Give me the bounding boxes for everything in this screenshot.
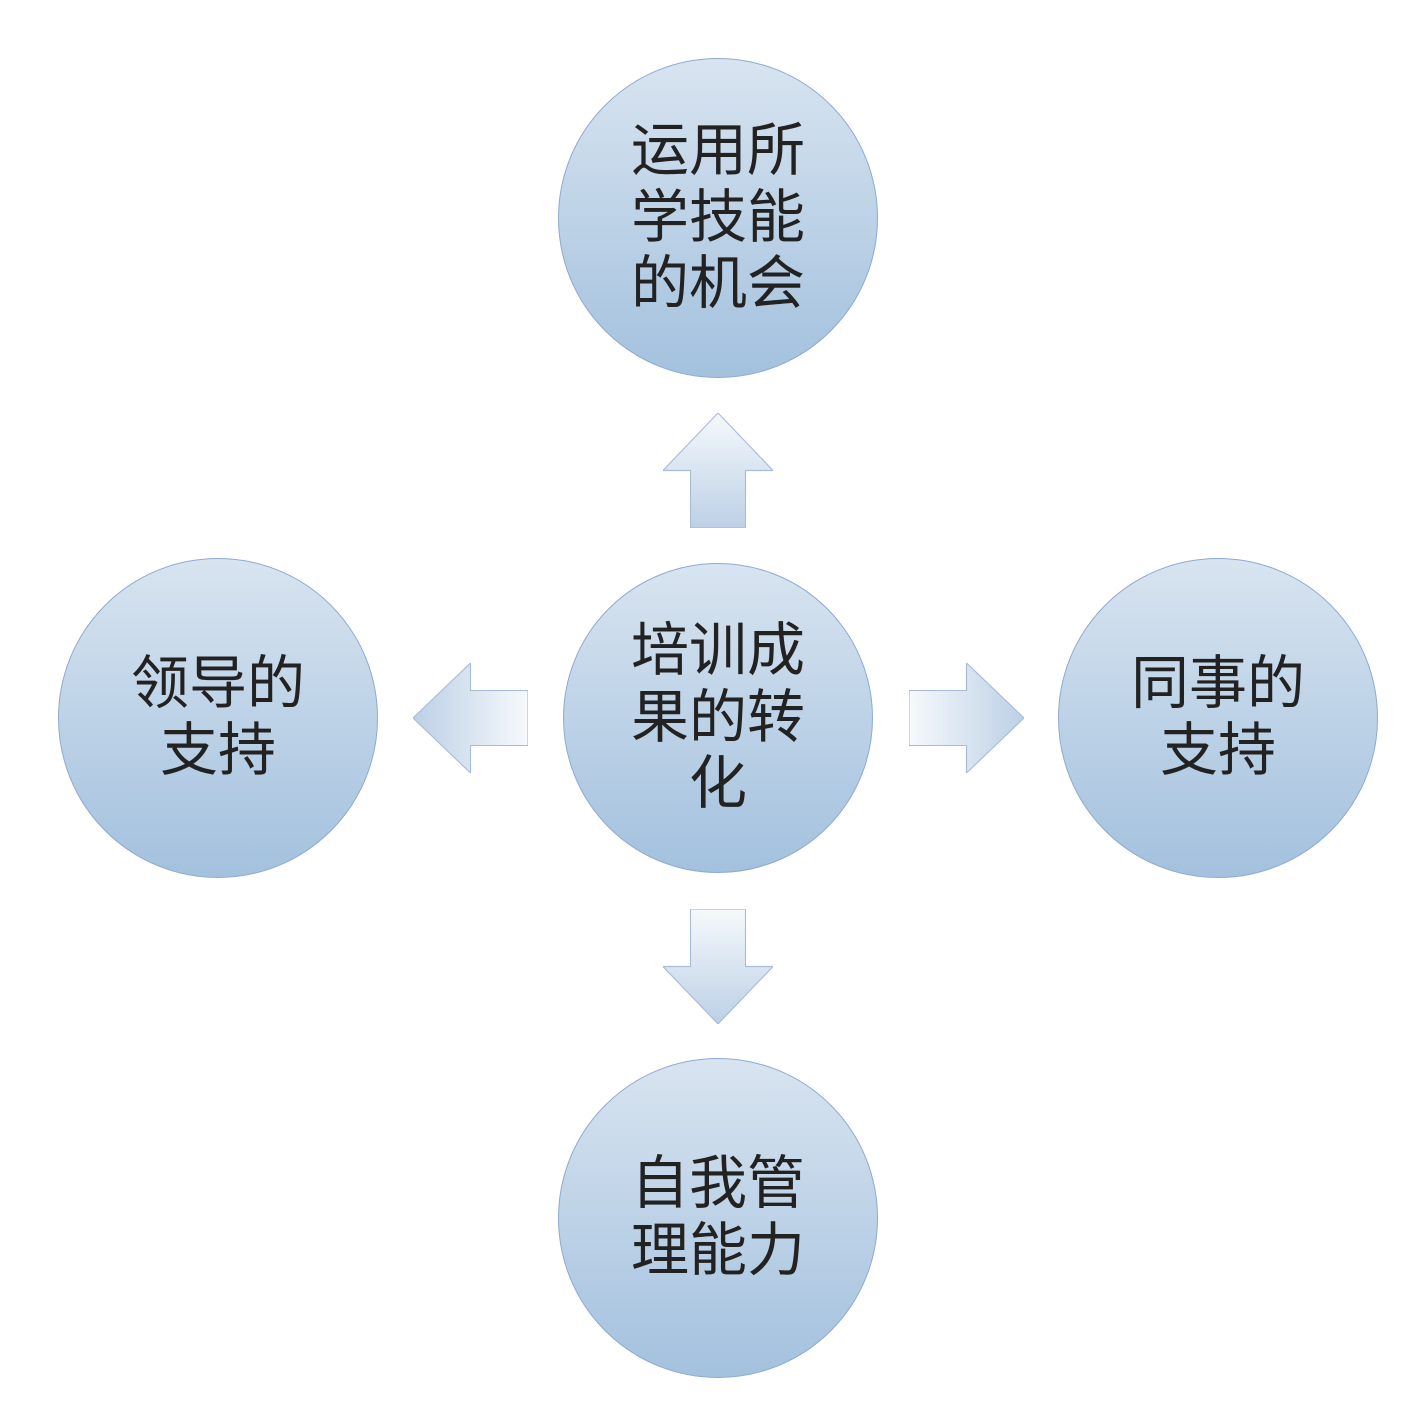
- outer-node-top-label: 运用所学技能的机会: [631, 118, 805, 318]
- arrow-right-icon: [909, 663, 1024, 773]
- arrow-up-icon: [663, 413, 773, 528]
- outer-node-left: 领导的支持: [58, 558, 378, 878]
- outer-node-right: 同事的支持: [1058, 558, 1378, 878]
- arrow-left-icon: [413, 663, 528, 773]
- outer-node-right-label: 同事的支持: [1131, 651, 1305, 784]
- outer-node-bottom-label: 自我管理能力: [631, 1151, 805, 1284]
- center-node-label: 培训成果的转化: [631, 618, 805, 818]
- center-node: 培训成果的转化: [563, 563, 873, 873]
- outer-node-top: 运用所学技能的机会: [558, 58, 878, 378]
- radial-diagram: 培训成果的转化 运用所学技能的机会 同事的支持 自我管理能力 领导的支持: [0, 0, 1428, 1428]
- outer-node-left-label: 领导的支持: [131, 651, 305, 784]
- outer-node-bottom: 自我管理能力: [558, 1058, 878, 1378]
- arrow-down-icon: [663, 909, 773, 1024]
